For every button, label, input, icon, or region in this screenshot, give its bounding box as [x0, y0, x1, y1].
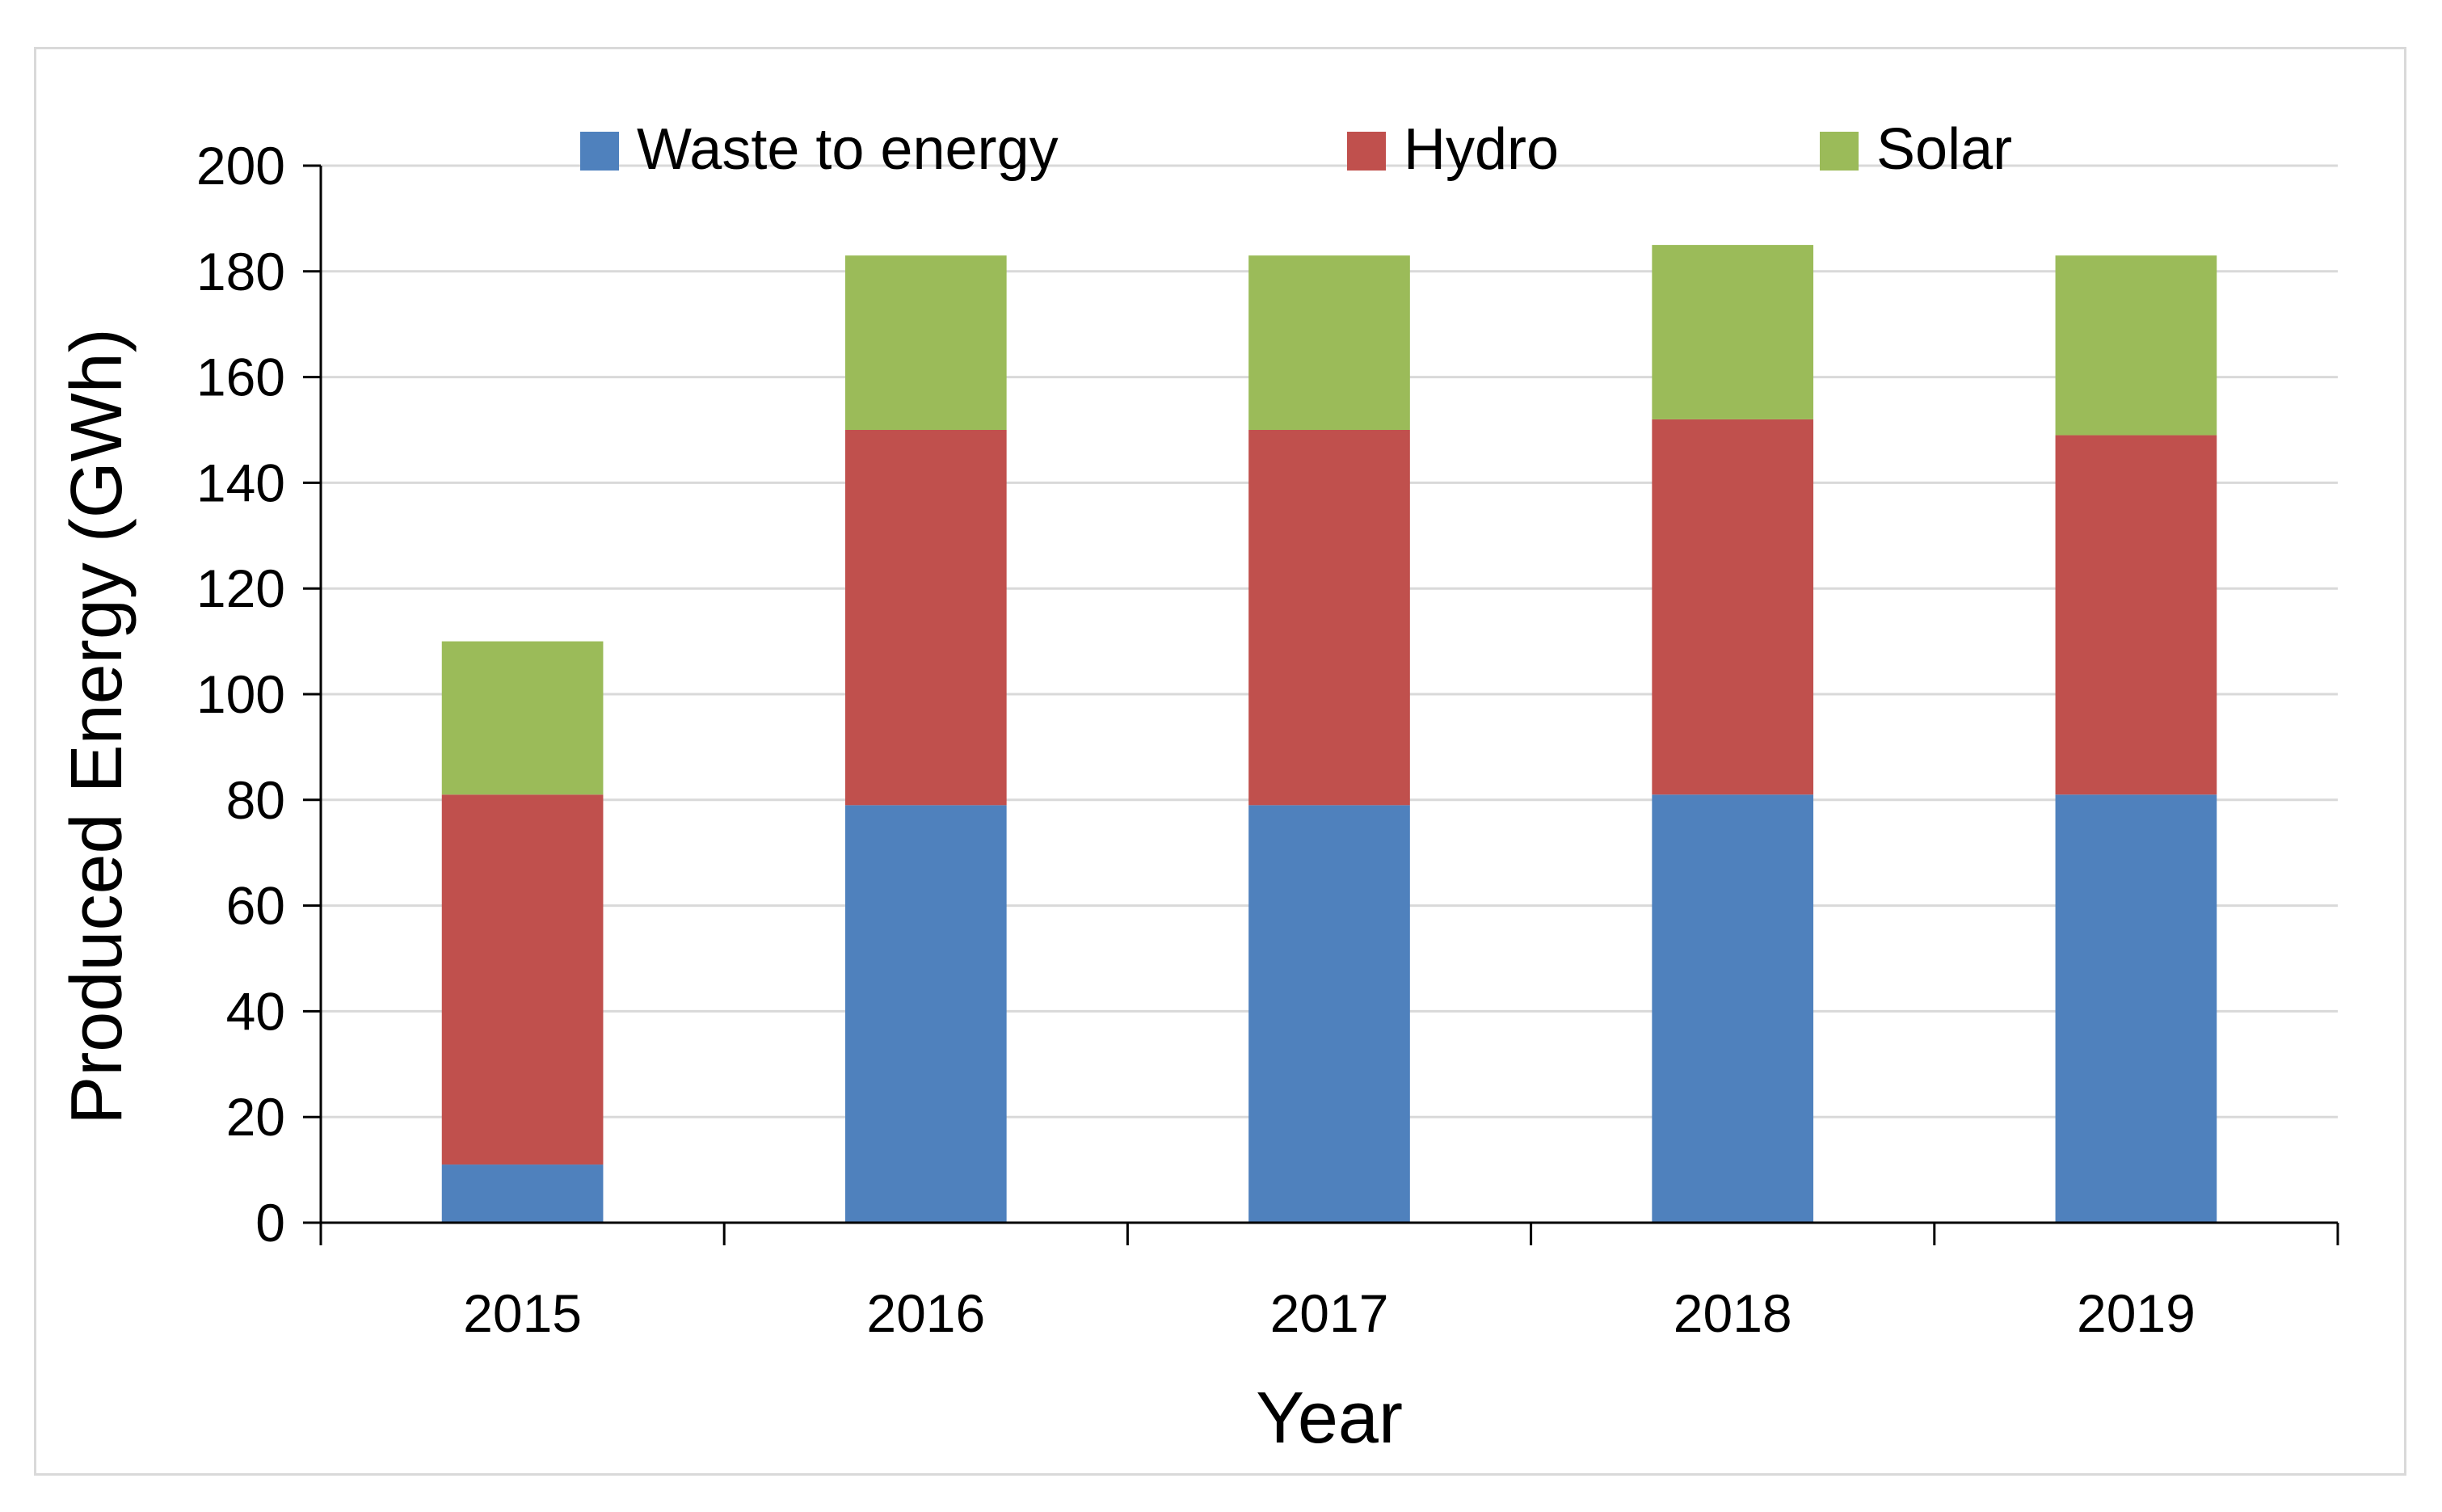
- y-tick-label: 0: [255, 1193, 285, 1253]
- legend-swatch-hydro: [1347, 132, 1386, 171]
- y-tick-label: 140: [196, 453, 285, 512]
- chart-frame: [34, 47, 2406, 1476]
- legend: Waste to energy Hydro Solar: [580, 117, 2012, 182]
- legend-swatch-solar: [1820, 132, 1859, 171]
- y-tick-label: 60: [226, 876, 285, 936]
- x-tick-label: 2017: [1270, 1283, 1389, 1343]
- bar-solar-2018: [1652, 245, 1814, 419]
- axes: 0 20 40 60 80 100 120 140 160 180 200 2015 2016 2017 2…: [196, 136, 2339, 1343]
- x-axis-title: Year: [1256, 1378, 1403, 1459]
- y-tick-label: 100: [196, 664, 285, 724]
- bar-waste-to-energy-2017: [1248, 805, 1410, 1223]
- y-axis-title: Produced Energy (GWh): [57, 328, 137, 1124]
- x-tick-label: 2016: [866, 1283, 985, 1343]
- x-tick-label: 2019: [2077, 1283, 2196, 1343]
- bar-solar-2016: [844, 255, 1007, 430]
- bar-solar-2015: [441, 641, 604, 795]
- bar-waste-to-energy-2015: [441, 1165, 604, 1223]
- legend-swatch-waste-to-energy: [580, 132, 619, 171]
- x-tick-label: 2015: [463, 1283, 582, 1343]
- bar-waste-to-energy-2018: [1652, 794, 1814, 1223]
- y-tick-label: 80: [226, 770, 285, 830]
- bar-solar-2017: [1248, 255, 1410, 430]
- legend-label-solar: Solar: [1876, 117, 2012, 182]
- bar-waste-to-energy-2019: [2055, 794, 2217, 1223]
- y-tick-label: 200: [196, 136, 285, 196]
- bars: [441, 245, 2217, 1223]
- legend-label-hydro: Hydro: [1404, 117, 1559, 182]
- y-tick-label: 180: [196, 242, 285, 301]
- y-tick-label: 20: [226, 1087, 285, 1147]
- bar-hydro-2019: [2055, 435, 2217, 795]
- legend-label-waste-to-energy: Waste to energy: [637, 117, 1059, 182]
- y-tick-label: 160: [196, 347, 285, 407]
- y-tick-label: 120: [196, 558, 285, 618]
- bar-hydro-2017: [1248, 430, 1410, 806]
- bar-hydro-2016: [844, 430, 1007, 806]
- bar-hydro-2015: [441, 794, 604, 1165]
- x-tick-label: 2018: [1674, 1283, 1792, 1343]
- y-tick-label: 40: [226, 981, 285, 1041]
- bar-hydro-2018: [1652, 419, 1814, 795]
- bar-solar-2019: [2055, 255, 2217, 436]
- bar-waste-to-energy-2016: [844, 805, 1007, 1223]
